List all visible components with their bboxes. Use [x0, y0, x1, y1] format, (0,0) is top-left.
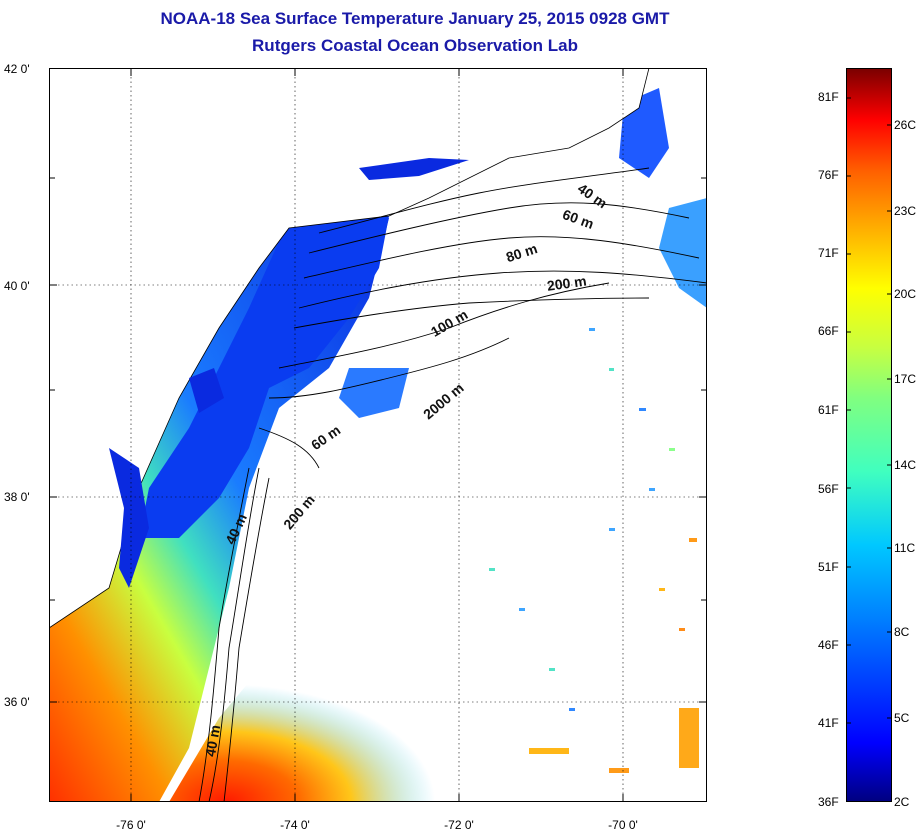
lon-label-72: -72 0'	[444, 818, 474, 832]
offshore-speckle	[489, 328, 699, 773]
east-patch	[659, 198, 707, 308]
colorbar-c-20: 20C	[894, 287, 917, 301]
lat-label-36: 36 0'	[4, 695, 30, 709]
lat-label-38: 38 0'	[4, 490, 30, 504]
colorbar-c-2: 2C	[894, 795, 910, 809]
colorbar-c-23: 23C	[894, 204, 917, 218]
colorbar-f-71: 71F	[818, 246, 839, 260]
cold-shelf-water	[139, 216, 389, 538]
map-title: NOAA-18 Sea Surface Temperature January …	[160, 9, 670, 28]
colorbar-f-36: 36F	[818, 795, 839, 809]
colorbar-c-17: 17C	[894, 372, 917, 386]
long-island-sound	[359, 158, 469, 180]
axis-ticks	[49, 68, 707, 802]
colorbar-f-81: 81F	[818, 90, 839, 104]
colorbar-f-76: 76F	[818, 168, 839, 182]
colorbar-f-61: 61F	[818, 403, 839, 417]
lon-label-70: -70 0'	[608, 818, 638, 832]
delaware-bay	[189, 368, 224, 413]
map-frame	[49, 68, 707, 802]
bathymetry-contours	[198, 167, 707, 802]
colorbar-f-41: 41F	[818, 716, 839, 730]
lon-label-74: -74 0'	[280, 818, 310, 832]
offshore-patch	[339, 368, 409, 418]
chesapeake-bay	[109, 448, 149, 588]
warm-gulf-stream	[169, 588, 549, 802]
lon-label-76: -76 0'	[116, 818, 146, 832]
colorbar-c-8: 8C	[894, 625, 910, 639]
colorbar-f-51: 51F	[818, 560, 839, 574]
graticule	[49, 68, 707, 802]
temperature-colorbar	[846, 68, 892, 802]
sst-map	[49, 68, 707, 802]
colorbar-c-5: 5C	[894, 711, 910, 725]
map-subtitle: Rutgers Coastal Ocean Observation Lab	[252, 36, 578, 55]
colorbar-f-46: 46F	[818, 638, 839, 652]
colorbar-f-66: 66F	[818, 324, 839, 338]
colorbar-c-14: 14C	[894, 458, 917, 472]
colorbar-c-26: 26C	[894, 118, 917, 132]
lat-label-40: 40 0'	[4, 279, 30, 293]
colorbar-f-56: 56F	[818, 482, 839, 496]
colorbar-c-11: 11C	[894, 541, 916, 555]
lat-label-42: 42 0'	[4, 62, 30, 76]
